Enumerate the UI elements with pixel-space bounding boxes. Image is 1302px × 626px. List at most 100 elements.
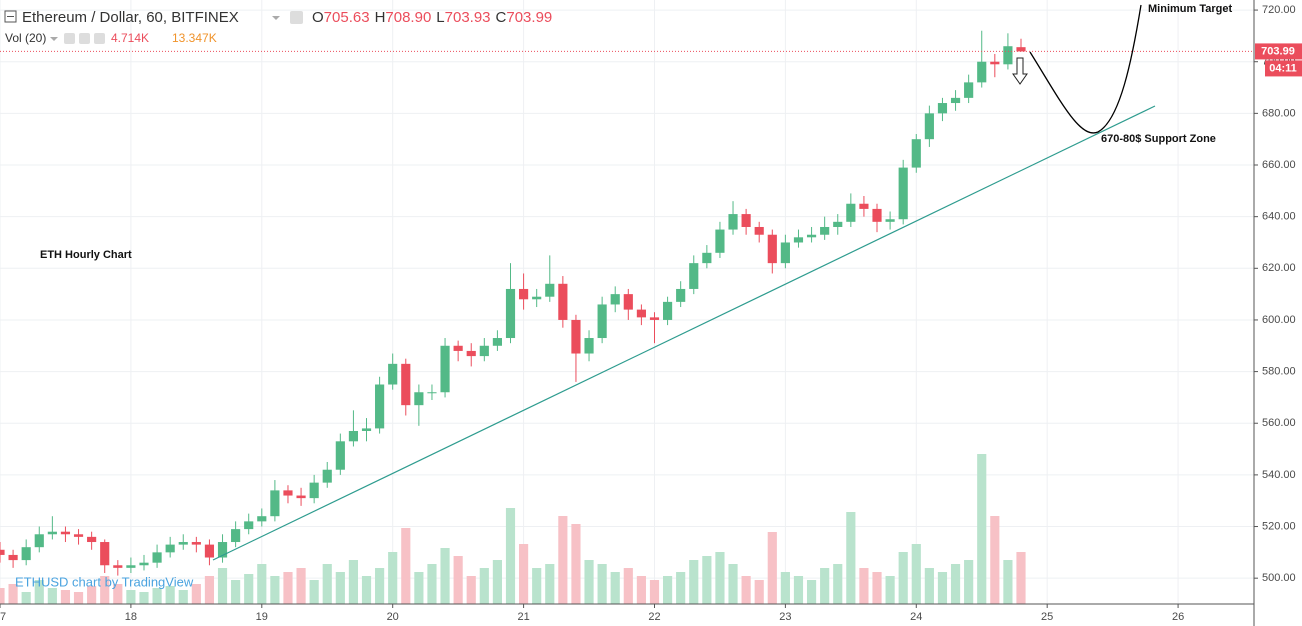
- volume-bar: [440, 548, 450, 604]
- candle-body: [165, 544, 175, 553]
- volume-bar: [388, 552, 398, 604]
- timer-box: [1265, 60, 1302, 77]
- volume-bar: [479, 568, 489, 604]
- candle-body: [806, 234, 817, 238]
- candle-body: [257, 516, 267, 522]
- volume-bar: [859, 568, 869, 604]
- volume-bar: [21, 592, 31, 604]
- x-tick-label: 17: [0, 611, 6, 623]
- candle-body: [715, 229, 725, 253]
- last-price-box: [1255, 43, 1302, 60]
- volume-bar: [296, 568, 306, 604]
- candle-body: [846, 203, 856, 222]
- volume-bar: [950, 564, 961, 604]
- volume-bar: [322, 564, 332, 604]
- candle-body: [348, 430, 359, 442]
- volume-ma: 13.347K: [172, 31, 217, 45]
- volume-bar: [348, 560, 359, 604]
- labels: Minimum Target 670-80$ Support Zone ETH …: [4, 3, 1232, 589]
- ohlc-value: 708.90: [385, 9, 431, 26]
- x-tick-label: 19: [256, 611, 268, 623]
- volume-bar: [152, 588, 162, 604]
- volume-bar: [806, 580, 817, 604]
- candle-body: [859, 203, 869, 209]
- dropdown[interactable]: [272, 16, 280, 20]
- volume-bar: [73, 592, 84, 604]
- volume-bar: [820, 568, 830, 604]
- volume-bar: [977, 454, 987, 604]
- candle-body: [296, 495, 306, 499]
- candle-body: [584, 338, 594, 354]
- x-tick-label: 23: [779, 611, 791, 623]
- candle-body: [937, 103, 948, 114]
- volume-bar: [309, 580, 319, 604]
- volume-bar: [793, 576, 804, 604]
- ohlc-key: L: [436, 9, 444, 26]
- candle-body: [34, 534, 44, 548]
- volume-bar: [702, 556, 712, 604]
- y-tick-label: 580.00: [1262, 365, 1296, 377]
- ohlc-key: H: [375, 9, 386, 26]
- volume: [0, 454, 1026, 604]
- candle-body: [741, 214, 751, 227]
- annotation: Minimum Target: [1148, 3, 1232, 15]
- volume-bar: [885, 576, 895, 604]
- candle-body: [152, 552, 162, 563]
- volume-bar: [283, 572, 293, 604]
- volume-label: Vol (20): [5, 31, 46, 45]
- volume-bar: [178, 590, 188, 604]
- volume-bar: [545, 564, 555, 604]
- candle-body: [649, 317, 660, 320]
- volume-bar: [741, 576, 751, 604]
- x-tick-label: 18: [125, 611, 137, 623]
- candle-body: [872, 208, 882, 222]
- volume-bar: [519, 544, 529, 604]
- volume-bar: [662, 576, 673, 604]
- y-tick-label: 600.00: [1262, 314, 1296, 326]
- volume-bar: [361, 576, 372, 604]
- candle-body: [676, 288, 686, 302]
- collapse-icon: [4, 10, 17, 23]
- candle-body: [924, 113, 934, 140]
- volume-bar: [833, 564, 843, 604]
- icon[interactable]: [79, 33, 90, 44]
- candle-body: [662, 301, 673, 320]
- candle-body: [60, 531, 71, 535]
- candle-body: [702, 252, 712, 264]
- x-tick-label: 25: [1041, 611, 1053, 623]
- volume-bar: [87, 586, 97, 604]
- volume-bar: [558, 516, 568, 604]
- candle-body: [767, 234, 777, 264]
- candle-body: [427, 392, 437, 394]
- volume-bar: [911, 544, 921, 604]
- candle-body: [964, 82, 974, 98]
- volume-bar: [610, 572, 620, 604]
- candle-body: [217, 542, 228, 558]
- volume-bar: [414, 572, 424, 604]
- dropdown[interactable]: [50, 37, 58, 41]
- icon[interactable]: [64, 33, 75, 44]
- candle-body: [204, 544, 215, 558]
- candle-body: [21, 547, 31, 561]
- candle-body: [820, 226, 830, 235]
- icon[interactable]: [94, 33, 105, 44]
- candle-body: [335, 441, 345, 470]
- volume-bar: [1003, 560, 1013, 604]
- ohlc-key: C: [496, 9, 507, 26]
- annotation: ETH Hourly Chart: [40, 249, 132, 261]
- candle-body: [793, 237, 804, 243]
- candle-body: [532, 296, 542, 300]
- candle-body: [623, 294, 633, 310]
- candle-body: [466, 350, 476, 357]
- candle-body: [885, 219, 895, 222]
- candle-body: [375, 384, 385, 429]
- y-tick-label: 540.00: [1262, 469, 1296, 481]
- candle-body: [270, 490, 280, 517]
- volume-value: 4.714K: [111, 31, 149, 45]
- volume-bar: [715, 552, 725, 604]
- x-tick-label: 22: [648, 611, 660, 623]
- settings-icon[interactable]: [290, 11, 303, 24]
- ohlc-value: 705.63: [324, 9, 370, 26]
- x-tick-label: 20: [387, 611, 399, 623]
